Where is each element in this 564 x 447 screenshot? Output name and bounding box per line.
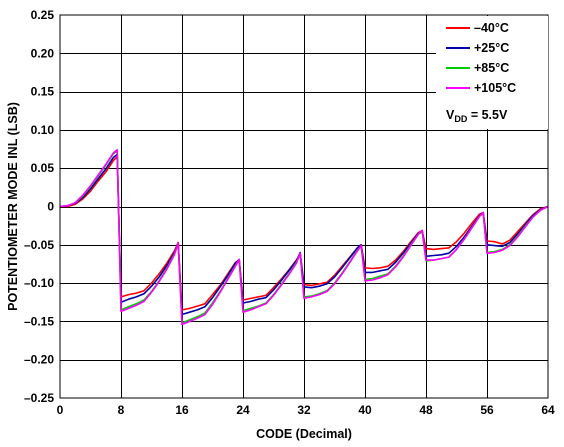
- y-tick-label: 0.05: [31, 161, 55, 175]
- y-axis-title: POTENTIOMETER MODE INL (LSB): [6, 102, 20, 311]
- legend: –40°C +25°C +85°C +105°C VDD = 5.5V: [436, 16, 548, 129]
- legend-label-1: +25°C: [474, 41, 509, 55]
- y-tick-labels: 0.25 0.20 0.15 0.10 0.05 0 –0.05 –0.10 –0.15 –0.2…: [24, 8, 54, 405]
- x-tick-label: 56: [480, 403, 494, 417]
- vdd-prefix: V: [446, 108, 455, 122]
- x-tick-label: 32: [297, 403, 311, 417]
- y-tick-label: 0.10: [31, 123, 55, 137]
- series-layer: [59, 149, 549, 326]
- y-tick-label: 0: [47, 200, 54, 214]
- x-tick-label: 40: [358, 403, 372, 417]
- vdd-annotation: VDD = 5.5V: [446, 108, 508, 124]
- plot-frame: [59, 14, 549, 399]
- legend-background: [436, 16, 548, 129]
- y-tick-label: –0.20: [24, 353, 54, 367]
- y-tick-label: –0.05: [24, 238, 54, 252]
- x-tick-labels: 0 8 16 24 32 40 48 56 64: [57, 403, 555, 417]
- x-tick-label: 0: [57, 403, 64, 417]
- x-tick-label: 8: [118, 403, 125, 417]
- legend-label-3: +105°C: [474, 81, 516, 95]
- y-tick-label: 0.15: [31, 85, 55, 99]
- x-tick-label: 24: [236, 403, 250, 417]
- x-tick-label: 64: [541, 403, 555, 417]
- y-tick-label: 0.25: [31, 8, 55, 22]
- legend-label-2: +85°C: [474, 61, 509, 75]
- vdd-suffix: = 5.5V: [467, 108, 508, 122]
- y-tick-label: 0.20: [31, 46, 55, 60]
- x-axis-title: CODE (Decimal): [256, 427, 352, 441]
- vdd-subscript: DD: [454, 114, 467, 124]
- series-line-3: [59, 149, 549, 326]
- y-tick-label: –0.15: [24, 314, 54, 328]
- legend-label-0: –40°C: [474, 21, 509, 35]
- y-tick-label: –0.10: [24, 276, 54, 290]
- x-tick-label: 16: [175, 403, 189, 417]
- legend-items: –40°C +25°C +85°C +105°C: [446, 21, 516, 95]
- x-tick-label: 48: [419, 403, 433, 417]
- y-tick-label: –0.25: [24, 391, 54, 405]
